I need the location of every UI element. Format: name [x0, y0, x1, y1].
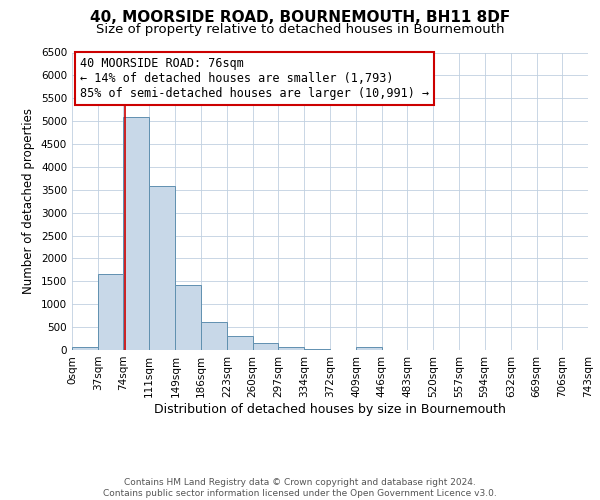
Bar — [253, 343, 278, 350]
Bar — [304, 349, 331, 350]
Text: 40, MOORSIDE ROAD, BOURNEMOUTH, BH11 8DF: 40, MOORSIDE ROAD, BOURNEMOUTH, BH11 8DF — [90, 10, 510, 25]
Bar — [98, 274, 124, 350]
Bar — [124, 118, 149, 350]
Y-axis label: Number of detached properties: Number of detached properties — [22, 108, 35, 294]
Text: Size of property relative to detached houses in Bournemouth: Size of property relative to detached ho… — [96, 22, 504, 36]
Bar — [72, 346, 98, 350]
Text: Contains HM Land Registry data © Crown copyright and database right 2024.
Contai: Contains HM Land Registry data © Crown c… — [103, 478, 497, 498]
Bar — [201, 322, 227, 350]
Bar — [149, 186, 175, 350]
Bar — [175, 285, 201, 350]
Bar — [227, 336, 253, 350]
Bar — [356, 348, 382, 350]
X-axis label: Distribution of detached houses by size in Bournemouth: Distribution of detached houses by size … — [154, 402, 506, 415]
Bar — [278, 346, 304, 350]
Text: 40 MOORSIDE ROAD: 76sqm
← 14% of detached houses are smaller (1,793)
85% of semi: 40 MOORSIDE ROAD: 76sqm ← 14% of detache… — [80, 57, 429, 100]
